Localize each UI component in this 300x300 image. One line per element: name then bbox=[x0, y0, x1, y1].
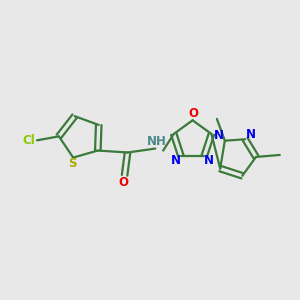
Text: O: O bbox=[189, 107, 199, 120]
Text: N: N bbox=[246, 128, 256, 141]
Text: S: S bbox=[68, 157, 76, 170]
Text: Cl: Cl bbox=[23, 134, 35, 147]
Text: N: N bbox=[214, 129, 224, 142]
Text: NH: NH bbox=[147, 135, 167, 148]
Text: O: O bbox=[118, 176, 129, 189]
Text: N: N bbox=[171, 154, 181, 166]
Text: N: N bbox=[204, 154, 214, 166]
